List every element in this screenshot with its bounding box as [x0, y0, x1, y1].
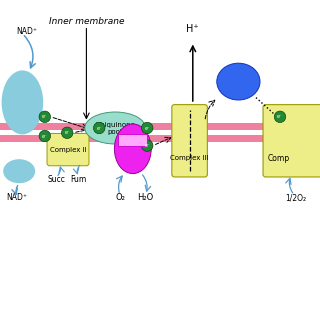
Text: CYT c: CYT c: [226, 77, 251, 86]
Text: e⁻: e⁻: [42, 114, 48, 119]
Text: e⁻: e⁻: [144, 143, 150, 148]
Circle shape: [141, 140, 153, 151]
Ellipse shape: [115, 124, 151, 173]
Text: e⁻: e⁻: [64, 130, 70, 135]
Circle shape: [39, 111, 51, 123]
Text: Fum: Fum: [70, 175, 86, 184]
FancyBboxPatch shape: [172, 105, 207, 177]
Text: e⁻: e⁻: [96, 125, 102, 131]
Text: 1/2O₂: 1/2O₂: [285, 193, 307, 202]
Text: H₂O: H₂O: [138, 193, 154, 202]
Circle shape: [61, 127, 73, 139]
Ellipse shape: [3, 159, 35, 183]
Text: e⁻: e⁻: [277, 114, 283, 119]
FancyBboxPatch shape: [47, 133, 89, 166]
Text: O₂: O₂: [115, 193, 125, 202]
Text: NAD⁺: NAD⁺: [16, 27, 37, 36]
Ellipse shape: [2, 70, 43, 134]
Text: AOX: AOX: [123, 136, 143, 145]
Bar: [0, 123, 320, 130]
Circle shape: [93, 122, 105, 134]
FancyBboxPatch shape: [118, 134, 147, 146]
Text: e⁻: e⁻: [42, 133, 48, 139]
Text: Succ: Succ: [47, 175, 65, 184]
Text: Comp: Comp: [267, 154, 290, 163]
Text: Complex II: Complex II: [50, 147, 86, 153]
Text: Inner membrane: Inner membrane: [49, 17, 124, 26]
Circle shape: [141, 122, 153, 134]
Text: NAD⁺: NAD⁺: [6, 193, 28, 202]
Ellipse shape: [217, 63, 260, 100]
Text: Ubiquinone
pool: Ubiquinone pool: [95, 122, 135, 134]
FancyBboxPatch shape: [263, 105, 320, 177]
Circle shape: [39, 130, 51, 142]
Text: H⁺: H⁺: [187, 24, 199, 34]
Ellipse shape: [85, 112, 146, 144]
Circle shape: [274, 111, 286, 123]
Text: Complex III: Complex III: [170, 156, 209, 161]
Bar: [0, 135, 320, 142]
Text: e⁻: e⁻: [144, 125, 150, 131]
